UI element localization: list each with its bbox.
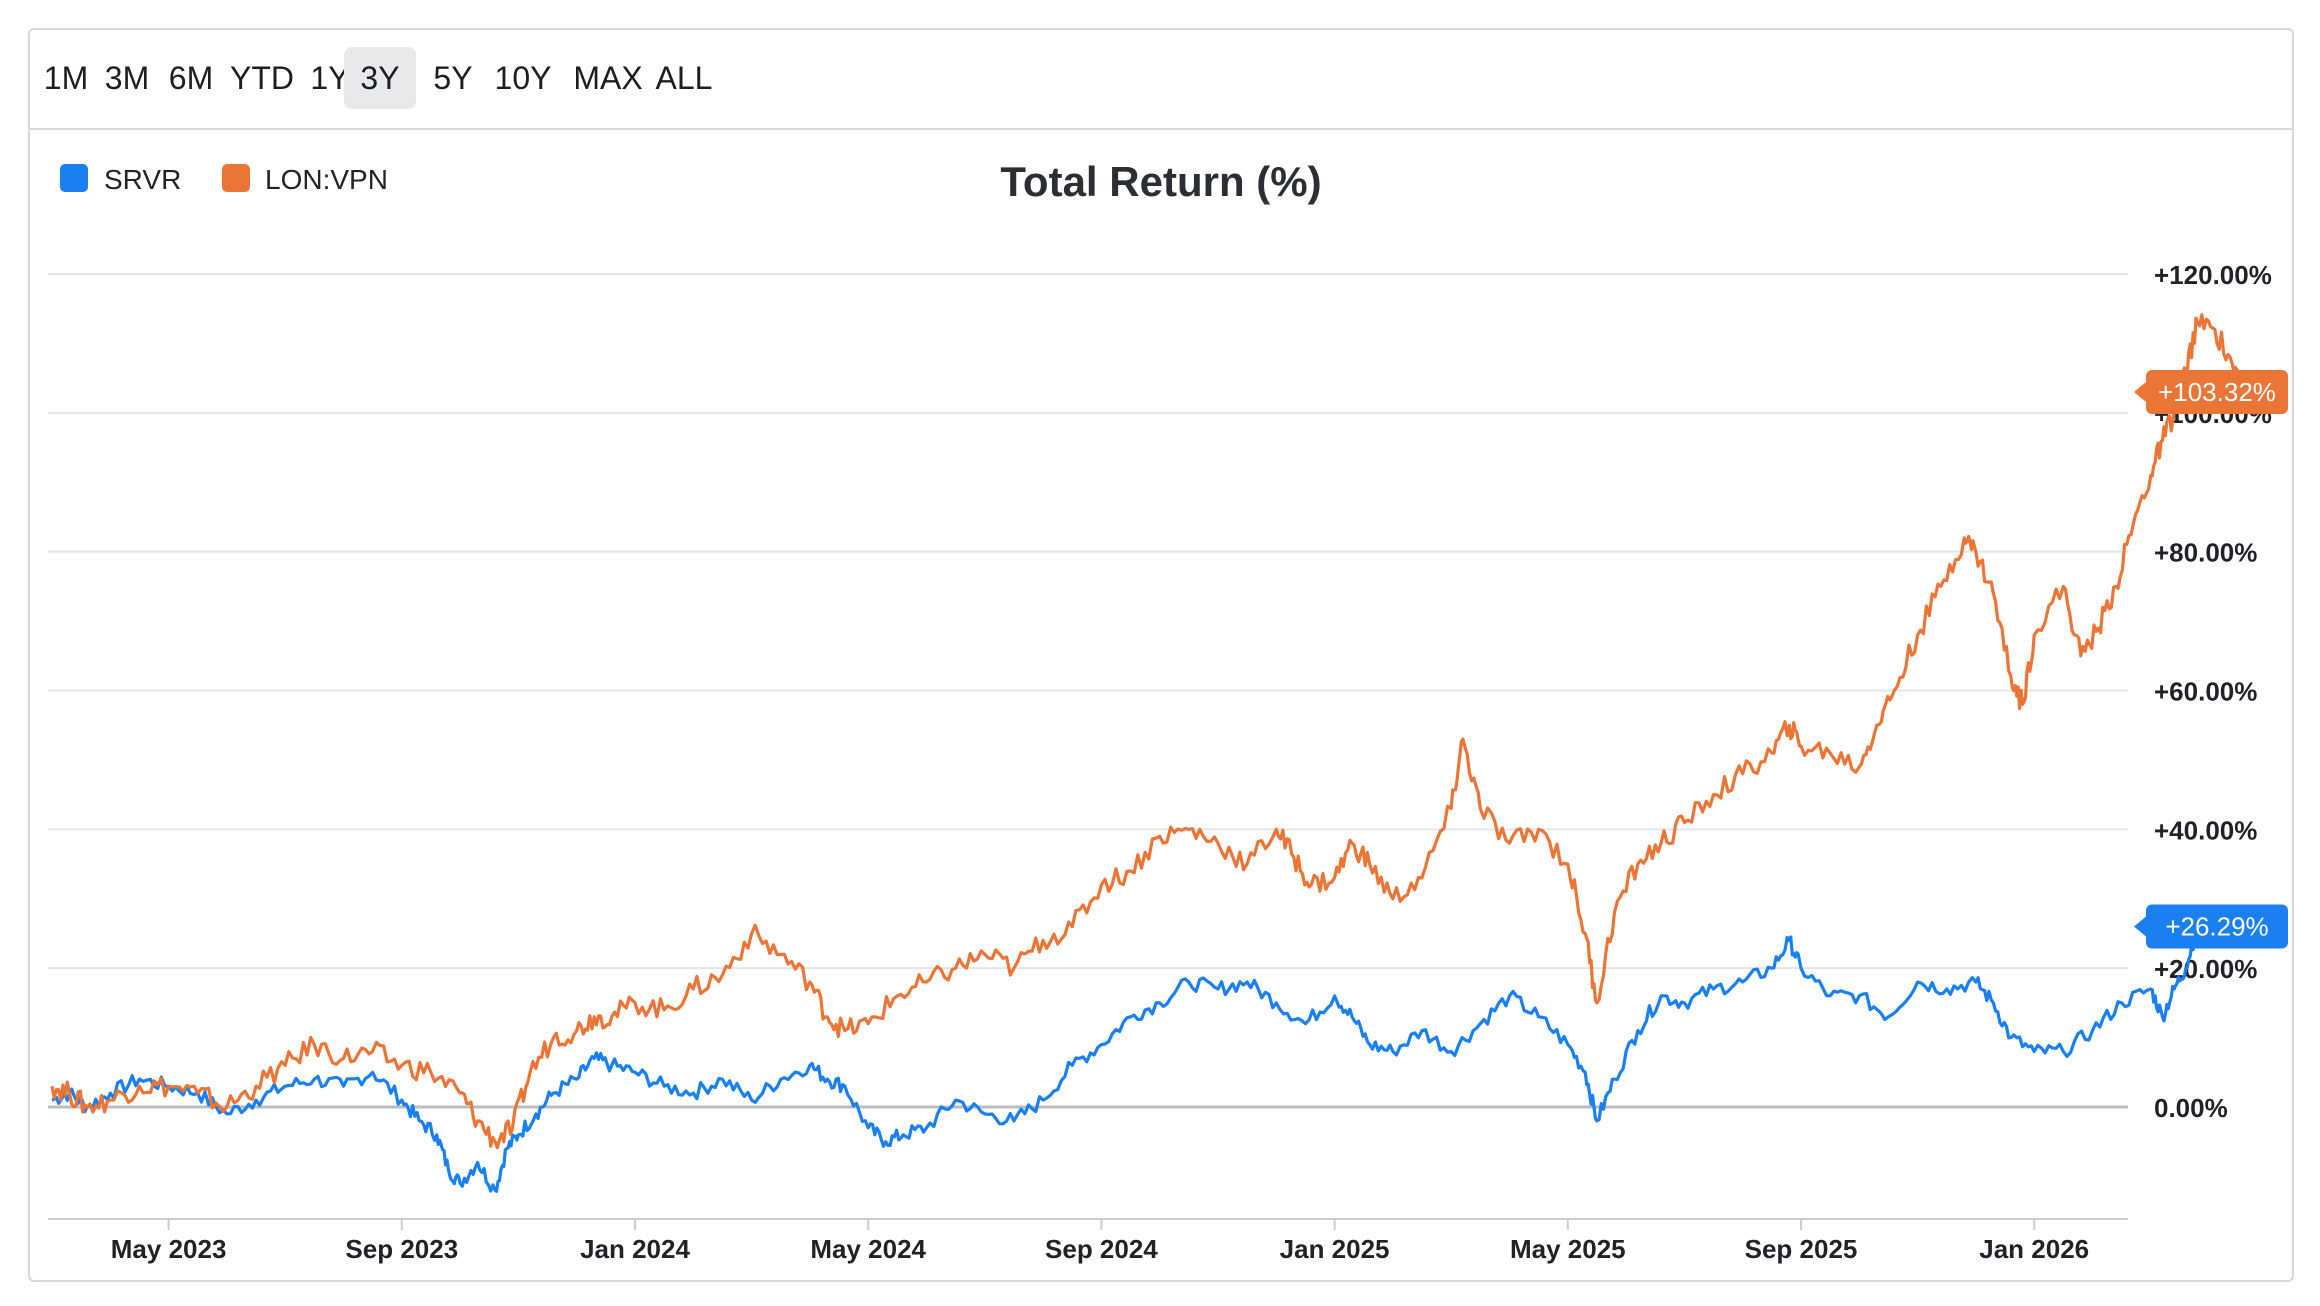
grid-lines [48,273,2128,1109]
range-button-1m[interactable]: 1M [43,60,89,96]
chart-title: Total Return (%) [1000,158,1321,205]
x-tick-label: Sep 2024 [1045,1234,1158,1264]
series-lines [50,313,2246,1193]
x-tick-label: Jan 2026 [1979,1234,2089,1264]
end-label-srvr: +26.29% [2134,904,2288,949]
end-label-pointer [2134,382,2146,403]
y-tick-label: +20.00% [2154,954,2257,984]
end-label-vpn: +103.32% [2134,370,2288,415]
series-line-vpn[interactable] [50,313,2246,1150]
x-tick-label: May 2024 [810,1234,926,1264]
end-label-text: +103.32% [2158,377,2276,407]
series-end-labels: +26.29% +103.32% [2134,370,2288,949]
end-label-text: +26.29% [2165,912,2268,942]
legend-swatch-vpn[interactable] [222,164,250,192]
y-tick-label: +60.00% [2154,677,2257,707]
x-tick-label: Sep 2023 [345,1234,458,1264]
series-line-srvr[interactable] [51,923,2199,1193]
end-label-pointer [2134,916,2146,937]
y-tick-label: +120.00% [2154,260,2272,290]
range-button-ytd[interactable]: YTD [230,60,294,96]
x-tick-label: May 2025 [1510,1234,1626,1264]
range-button-all[interactable]: ALL [655,60,713,96]
legend-label-vpn[interactable]: LON:VPN [265,164,388,195]
range-button-3m[interactable]: 3M [104,60,150,96]
legend-label-srvr[interactable]: SRVR [104,164,181,195]
x-tick-label: May 2023 [111,1234,227,1264]
range-button-1y[interactable]: 1Y [310,60,350,96]
end-label-badge [2146,370,2288,415]
range-button-10y[interactable]: 10Y [494,60,552,96]
end-label-badge [2146,904,2288,949]
y-tick-label: +80.00% [2154,538,2257,568]
range-button-5y[interactable]: 5Y [433,60,473,96]
range-button-max[interactable]: MAX [573,60,643,96]
x-tick-label: Jan 2024 [580,1234,690,1264]
y-tick-label: +40.00% [2154,815,2257,845]
y-tick-label: 0.00% [2154,1093,2228,1123]
x-tick-label: Jan 2025 [1280,1234,1390,1264]
range-toolbar: 1M 3M 6M YTD 1Y 3Y 5Y 10Y MAX ALL [30,30,2292,130]
chart-panel: 1M 3M 6M YTD 1Y 3Y 5Y 10Y MAX ALL [28,28,2294,1282]
range-button-3y[interactable]: 3Y [344,47,416,109]
x-axis: May 2023 Sep 2023 Jan 2024 May 2024 Sep 2024… [48,1218,2128,1264]
x-tick-label: Sep 2025 [1745,1234,1858,1264]
range-button-6m[interactable]: 6M [168,60,214,96]
legend-swatch-srvr[interactable] [60,164,88,192]
